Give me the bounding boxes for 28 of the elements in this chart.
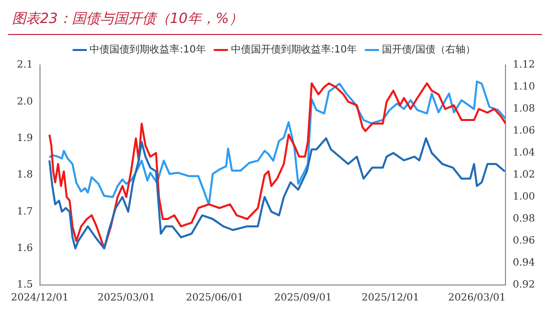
- x-tick-label: 2025/09/01: [274, 292, 332, 304]
- legend-label: 国开债/国债（右轴）: [382, 44, 476, 56]
- x-tick-label: 2026/03/01: [448, 292, 506, 304]
- y2-tick-label: 1.10: [512, 82, 535, 93]
- legend-label: 中债国开债到期收益率:10年: [230, 44, 357, 56]
- y-tick-label: 1.5: [16, 280, 33, 291]
- y-tick-label: 2.1: [16, 60, 33, 71]
- y2-tick-label: 0.94: [512, 258, 535, 269]
- y2-tick-label: 1.08: [512, 104, 535, 115]
- y2-tick-label: 0.92: [512, 280, 535, 291]
- x-tick-label: 2025/06/01: [186, 292, 244, 304]
- x-tick-label: 2025/03/01: [97, 292, 156, 304]
- y-tick-label: 1.7: [16, 206, 33, 218]
- x-tick-label: 2025/12/01: [362, 292, 420, 304]
- y-tick-label: 1.9: [16, 132, 33, 144]
- y-tick-label: 2.0: [16, 96, 33, 108]
- y2-tick-label: 1.00: [512, 192, 535, 203]
- y2-tick-label: 1.12: [512, 60, 535, 71]
- y-tick-label: 1.6: [16, 242, 33, 254]
- y2-tick-label: 1.06: [512, 126, 535, 137]
- y2-tick-label: 0.96: [512, 236, 535, 247]
- legend-label: 中债国债到期收益率:10年: [90, 44, 206, 56]
- y2-tick-label: 1.04: [512, 148, 535, 159]
- y2-tick-label: 0.98: [512, 214, 535, 225]
- y2-tick-label: 1.02: [512, 170, 535, 181]
- x-tick-label: 2024/12/01: [11, 292, 69, 304]
- chart-title: 图表23：国债与国开债（10年，%）: [8, 8, 542, 35]
- y-tick-label: 1.8: [16, 170, 33, 181]
